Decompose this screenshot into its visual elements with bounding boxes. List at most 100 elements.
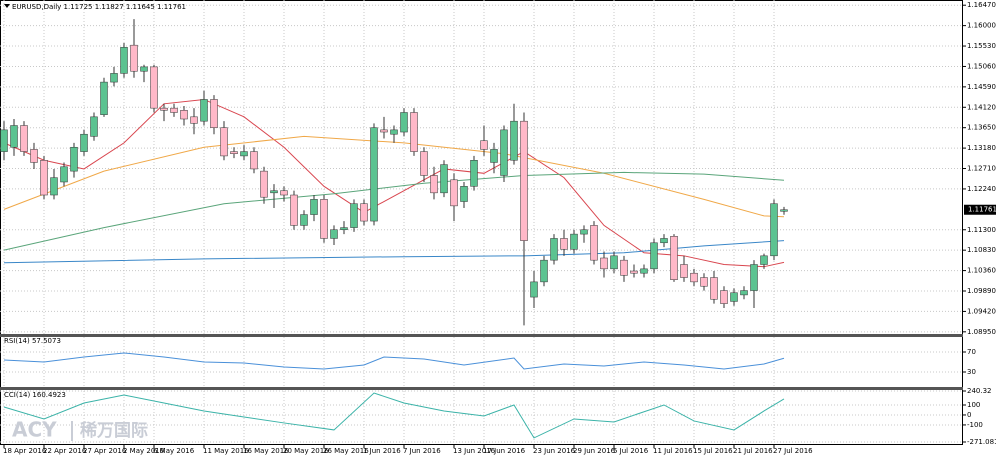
x-tick-label: 7 Jun 2016: [403, 447, 441, 455]
candle-body: [600, 257, 608, 270]
panel-divider: [0, 334, 963, 337]
candle-body: [560, 238, 568, 250]
y-tick-label: 1.09420: [967, 307, 996, 315]
candle-body: [420, 151, 428, 176]
candle-body: [30, 149, 38, 163]
candle-body: [470, 160, 478, 187]
x-tick-label: 29 Jun 2016: [573, 447, 616, 455]
candle-body: [720, 290, 728, 304]
candle-body: [290, 194, 298, 226]
candle-body: [660, 238, 668, 244]
candle-body: [760, 255, 768, 265]
candle-body: [100, 81, 108, 115]
candle-body: [370, 127, 378, 222]
candle-body: [50, 177, 58, 196]
candle-body: [750, 264, 758, 291]
x-tick-label: 16 May 2016: [243, 447, 289, 455]
candle-body: [580, 229, 588, 235]
y-tick-label: -100: [967, 421, 983, 429]
x-tick-label: 6 May 2016: [153, 447, 195, 455]
candle-body: [40, 160, 48, 196]
y-tick-label: 1.12710: [967, 165, 996, 173]
y-tick-label: 70: [967, 348, 976, 356]
candle-body: [210, 99, 218, 128]
candle-body: [480, 140, 488, 150]
candle-body: [180, 110, 188, 120]
candle-body: [730, 292, 738, 302]
x-tick-label: 27 Apr 2016: [83, 447, 127, 455]
candle-body: [150, 66, 158, 109]
candle-body: [0, 129, 8, 152]
candle-body: [10, 125, 18, 148]
frame: [0, 0, 963, 445]
candle-body: [310, 199, 318, 215]
panel-divider: [0, 387, 963, 390]
line: [3, 392, 785, 439]
y-tick-label: 1.10360: [967, 267, 996, 275]
y-tick-label: 100: [967, 401, 980, 409]
y-tick-label: 30: [967, 368, 976, 376]
candle-body: [490, 149, 498, 163]
y-tick-label: 1.15530: [967, 42, 996, 50]
x-tick-label: 13 Jun 2016: [453, 447, 496, 455]
candle-body: [120, 47, 128, 74]
candle-body: [300, 214, 308, 226]
x-tick-label: 11 Jul 2016: [653, 447, 693, 455]
chart-title: EURUSD,Daily 1.11725 1.11827 1.11645 1.1…: [12, 3, 186, 11]
x-tick-label: 22 Apr 2016: [43, 447, 87, 455]
x-tick-label: 20 May 2016: [283, 447, 329, 455]
candle-body: [590, 225, 598, 261]
y-tick-label: 1.16000: [967, 22, 996, 30]
x-tick-label: 26 May 2016: [323, 447, 369, 455]
candle-body: [520, 120, 528, 241]
candle-body: [240, 151, 248, 157]
candle-body: [280, 190, 288, 196]
x-tick-label: 17 Jun 2016: [483, 447, 526, 455]
candle-body: [510, 120, 518, 161]
x-tick-label: 27 Jul 2016: [773, 447, 813, 455]
y-tick-label: 1.08950: [967, 328, 996, 336]
candle-body: [170, 107, 178, 113]
candle-body: [160, 107, 168, 111]
y-tick-label: 1.14590: [967, 83, 996, 91]
y-tick-label: -271.0817: [967, 438, 996, 446]
x-tick-label: 15 Jul 2016: [693, 447, 733, 455]
candle-body: [570, 233, 578, 250]
candle-body: [460, 186, 468, 202]
header-arrow: [4, 4, 10, 8]
y-tick-label: 1.10830: [967, 246, 996, 254]
x-tick-label: 11 May 2016: [203, 447, 249, 455]
candle-body: [400, 112, 408, 133]
candle-body: [700, 277, 708, 287]
candle-body: [200, 99, 208, 122]
candle-body: [450, 179, 458, 207]
candle-body: [110, 73, 118, 83]
line: [3, 135, 785, 218]
candle-body: [770, 203, 778, 257]
candle-body: [250, 151, 258, 170]
x-tick-label: 18 Apr 2016: [3, 447, 47, 455]
candle-body: [410, 112, 418, 152]
watermark: ACY: [12, 418, 57, 442]
cci-title: CCI(14) 160.4923: [4, 391, 66, 399]
candle-body: [670, 236, 678, 280]
candle-body: [430, 175, 438, 194]
candle-body: [360, 203, 368, 222]
y-tick-label: 0: [967, 411, 971, 419]
candle-body: [350, 203, 358, 228]
candle-body: [630, 270, 638, 274]
candle-body: [650, 242, 658, 270]
line: [3, 171, 785, 251]
candle-body: [80, 133, 88, 152]
candle-body: [380, 129, 388, 133]
rsi-title: RSI(14) 57.5073: [4, 337, 61, 345]
candle-body: [320, 199, 328, 239]
y-tick-label: 1.13180: [967, 144, 996, 152]
candle-body: [130, 44, 138, 72]
x-tick-label: 23 Jun 2016: [533, 447, 576, 455]
candle-body: [220, 127, 228, 157]
candle-body: [90, 116, 98, 137]
y-tick-label: 1.13650: [967, 124, 996, 132]
